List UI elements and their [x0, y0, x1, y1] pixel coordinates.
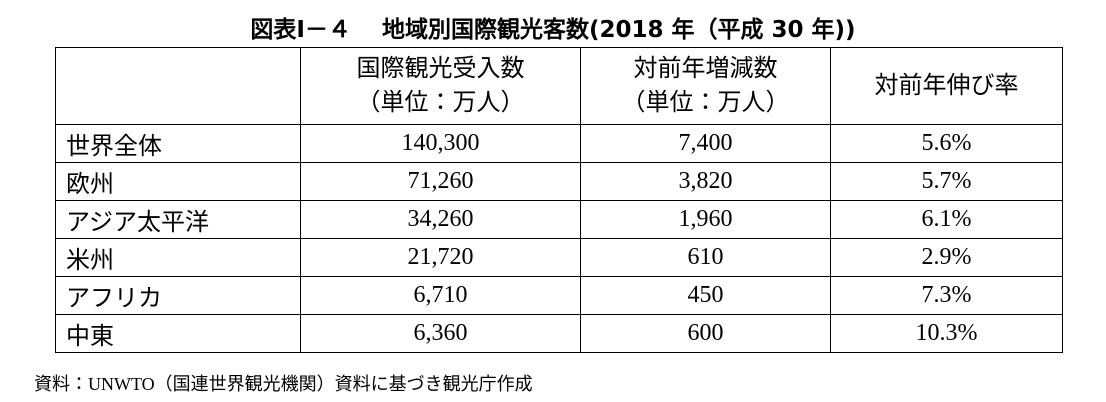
value-cell: 6.1% [830, 200, 1063, 239]
value-cell: 1,960 [580, 200, 831, 239]
region-cell: 世界全体 [55, 124, 301, 163]
header-cell: 対前年増減数 （単位：万人） [580, 47, 831, 125]
value-cell: 6,360 [300, 314, 581, 353]
region-cell: アジア太平洋 [55, 200, 301, 239]
header-cell: 対前年伸び率 [830, 47, 1063, 125]
value-cell: 71,260 [300, 162, 581, 201]
value-cell: 140,300 [300, 124, 581, 163]
header-line: 対前年伸び率 [874, 73, 1019, 99]
value-cell: 600 [580, 314, 831, 353]
value-cell: 2.9% [830, 238, 1063, 277]
value-cell: 450 [580, 276, 831, 315]
table-row: 米州 21,720 610 2.9% [55, 238, 1063, 277]
value-cell: 6,710 [300, 276, 581, 315]
header-row: 国際観光受入数 （単位：万人） 対前年増減数 （単位：万人） 対前年伸び率 [55, 47, 1063, 125]
region-cell: 米州 [55, 238, 301, 277]
header-cell: 国際観光受入数 （単位：万人） [300, 47, 581, 125]
header-line: 対前年増減数 [633, 56, 778, 82]
table-row: 世界全体 140,300 7,400 5.6% [55, 124, 1063, 163]
header-line: 国際観光受入数 [356, 56, 525, 82]
table-row: 欧州 71,260 3,820 5.7% [55, 162, 1063, 201]
value-cell: 610 [580, 238, 831, 277]
table-row: アジア太平洋 34,260 1,960 6.1% [55, 200, 1063, 239]
title: 図表Ⅰ－４ 地域別国際観光客数(2018 年（平成 30 年)) [250, 17, 856, 43]
value-cell: 3,820 [580, 162, 831, 201]
header-line: （単位：万人） [356, 90, 525, 116]
value-cell: 7,400 [580, 124, 831, 163]
table-body: 世界全体 140,300 7,400 5.6% 欧州 71,260 3,820 5.7% アジア… [55, 124, 1063, 353]
value-cell: 10.3% [830, 314, 1063, 353]
header-cell [55, 47, 301, 125]
table-row: アフリカ 6,710 450 7.3% [55, 276, 1063, 315]
table: 国際観光受入数 （単位：万人） 対前年増減数 （単位：万人） 対前年伸び率 世界全体 14… [55, 47, 1063, 353]
source-note: 資料：UNWTO（国連世界観光機関）資料に基づき観光庁作成 [34, 374, 533, 394]
region-cell: アフリカ [55, 276, 301, 315]
region-cell: 中東 [55, 314, 301, 353]
header-line: （単位：万人） [621, 90, 790, 116]
value-cell: 5.7% [830, 162, 1063, 201]
value-cell: 7.3% [830, 276, 1063, 315]
value-cell: 21,720 [300, 238, 581, 277]
value-cell: 34,260 [300, 200, 581, 239]
table-row: 中東 6,360 600 10.3% [55, 314, 1063, 353]
value-cell: 5.6% [830, 124, 1063, 163]
region-cell: 欧州 [55, 162, 301, 201]
